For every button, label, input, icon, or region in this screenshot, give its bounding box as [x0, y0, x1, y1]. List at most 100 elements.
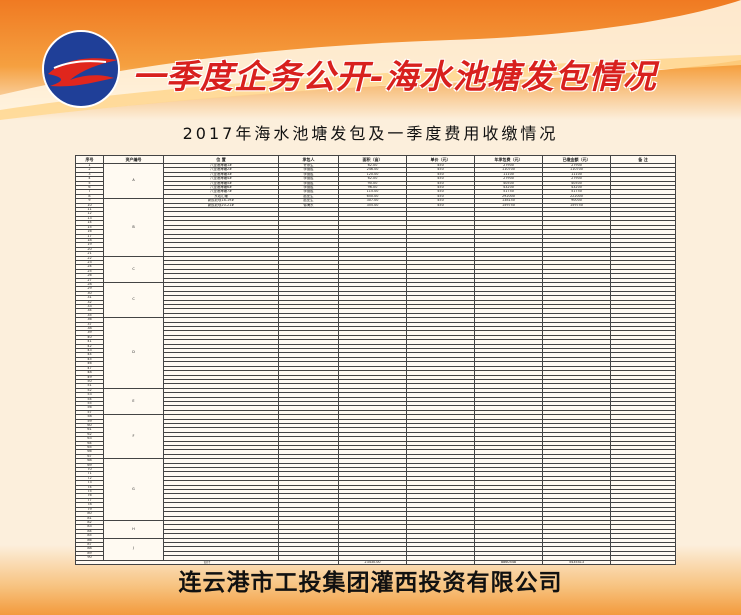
row-number: 20: [75, 246, 104, 253]
company-name: 连云港市工投集团灌西投资有限公司: [178, 570, 563, 596]
row-number: 55: [75, 400, 104, 407]
asset-group: H: [103, 519, 164, 539]
column-header: 备 注: [610, 155, 676, 164]
row-number: 33: [75, 303, 104, 310]
row-number: 5: [75, 180, 104, 187]
row-number: 17: [75, 233, 104, 239]
table-row: 90: [75, 555, 676, 561]
row-number: 6: [75, 184, 104, 191]
table-title: 2017年海水池塘发包及一季度费用收缴情况: [182, 124, 559, 143]
row-number: 34: [75, 308, 104, 314]
row-number: 45: [75, 356, 104, 363]
row-number: 62: [75, 431, 104, 438]
table-row: 25: [75, 268, 676, 275]
row-number: 19: [75, 242, 104, 248]
row-number: 50: [75, 378, 104, 385]
row-number: 54: [75, 396, 104, 402]
asset-group: E: [103, 387, 164, 416]
table-row: 61: [75, 427, 676, 433]
row-number: 41: [75, 339, 104, 345]
row-number: 53: [75, 392, 104, 398]
asset-group: D: [103, 317, 164, 389]
row-number: 87: [75, 541, 104, 548]
row-number: 42: [75, 343, 104, 350]
page-title: 一季度企务公开-海水池塘发包情况: [132, 57, 657, 96]
row-number: 48: [75, 370, 104, 376]
table-header-row: 序号 资产编号位 置承包人 面积（亩） 单价（元） 年承包费（元） 已缴金额（元）备 注: [75, 155, 676, 164]
row-number: 24: [75, 264, 104, 270]
header-wave: [0, 0, 741, 120]
table-row: 6 八里港海塘6# 李德胜 96.00 450 43200 43200: [75, 184, 676, 191]
row-number: 60: [75, 422, 104, 429]
table-row: 5 八里港海塘5# 李德胜 90.00 450 40500 40500: [75, 180, 676, 187]
asset-group: A: [103, 162, 164, 200]
row-number: 32: [75, 299, 104, 306]
row-number: 76: [75, 493, 104, 499]
row-number: 67: [75, 453, 104, 460]
column-header: 面积（亩）: [338, 155, 407, 164]
row-number: 14: [75, 220, 104, 226]
row-number: 56: [75, 405, 104, 411]
column-header: 承包人: [278, 155, 339, 164]
contract-table-container: 序号 资产编号位 置承包人 面积（亩） 单价（元） 年承包费（元） 已缴金额（元）备 注 …: [75, 155, 676, 566]
row-number: 89: [75, 550, 104, 557]
column-header: 序号: [75, 155, 104, 164]
column-header: 年承包费（元）: [474, 155, 543, 164]
row-number: 51: [75, 383, 104, 389]
column-header: 资产编号: [103, 155, 164, 164]
row-number: 35: [75, 312, 104, 319]
contract-table: 序号 资产编号位 置承包人 面积（亩） 单价（元） 年承包费（元） 已缴金额（元）备 注 …: [75, 155, 676, 566]
row-number: 13: [75, 215, 104, 222]
column-header: 单价（元）: [406, 155, 475, 164]
row-number: 63: [75, 436, 104, 442]
table-row: 66: [75, 449, 676, 455]
row-number: 18: [75, 237, 104, 244]
row-number: 75: [75, 489, 104, 495]
row-number: 78: [75, 502, 104, 508]
row-number: 30: [75, 290, 104, 297]
row-number: 74: [75, 484, 104, 491]
row-number: 47: [75, 365, 104, 372]
row-number: 46: [75, 361, 104, 367]
row-number: 57: [75, 409, 104, 416]
table-row: 32: [75, 299, 676, 306]
row-number: 66: [75, 449, 104, 455]
row-number: 2: [75, 167, 104, 173]
table-row: 10 新民北坝20-21# 徐海东 355.00 450 159750 159750: [75, 202, 676, 209]
row-number: 27: [75, 277, 104, 284]
row-number: 72: [75, 475, 104, 482]
row-number: 40: [75, 334, 104, 341]
table-row: 9 B 新民北坝18-19# 赵亚生 307.00 450 138150 90000: [75, 198, 676, 257]
row-number: 26: [75, 273, 104, 279]
table-row: 3 八里港海塘3# 李德胜 120.00 450 11100 11100: [75, 171, 676, 178]
row-number: 11: [75, 207, 104, 213]
table-row: 68 G: [75, 458, 676, 521]
row-number: 12: [75, 211, 104, 217]
table-row: 2 八里港海塘2# 李德胜 246.00 450 110700 110700: [75, 167, 676, 173]
row-number: 43: [75, 348, 104, 354]
row-number: 39: [75, 330, 104, 336]
row-number: 4: [75, 176, 104, 182]
asset-group: F: [103, 414, 164, 460]
row-number: 90: [75, 555, 104, 561]
row-number: 85: [75, 533, 104, 539]
column-header: 位 置: [163, 155, 279, 164]
row-number: 21: [75, 251, 104, 257]
row-number: 38: [75, 325, 104, 332]
table-row: 45: [75, 356, 676, 363]
row-number: 44: [75, 352, 104, 358]
row-number: 29: [75, 286, 104, 292]
table-row: 36 D: [75, 317, 676, 389]
table-row: 40: [75, 334, 676, 341]
row-number: 71: [75, 471, 104, 477]
row-number: 79: [75, 506, 104, 513]
row-number: 61: [75, 427, 104, 433]
row-number: 80: [75, 511, 104, 517]
row-number: 3: [75, 171, 104, 178]
row-number: 70: [75, 466, 104, 473]
row-number: 59: [75, 418, 104, 425]
row-number: 8: [75, 193, 104, 200]
row-number: 83: [75, 524, 104, 530]
asset-group: J: [103, 537, 164, 561]
asset-group: C: [103, 281, 164, 319]
